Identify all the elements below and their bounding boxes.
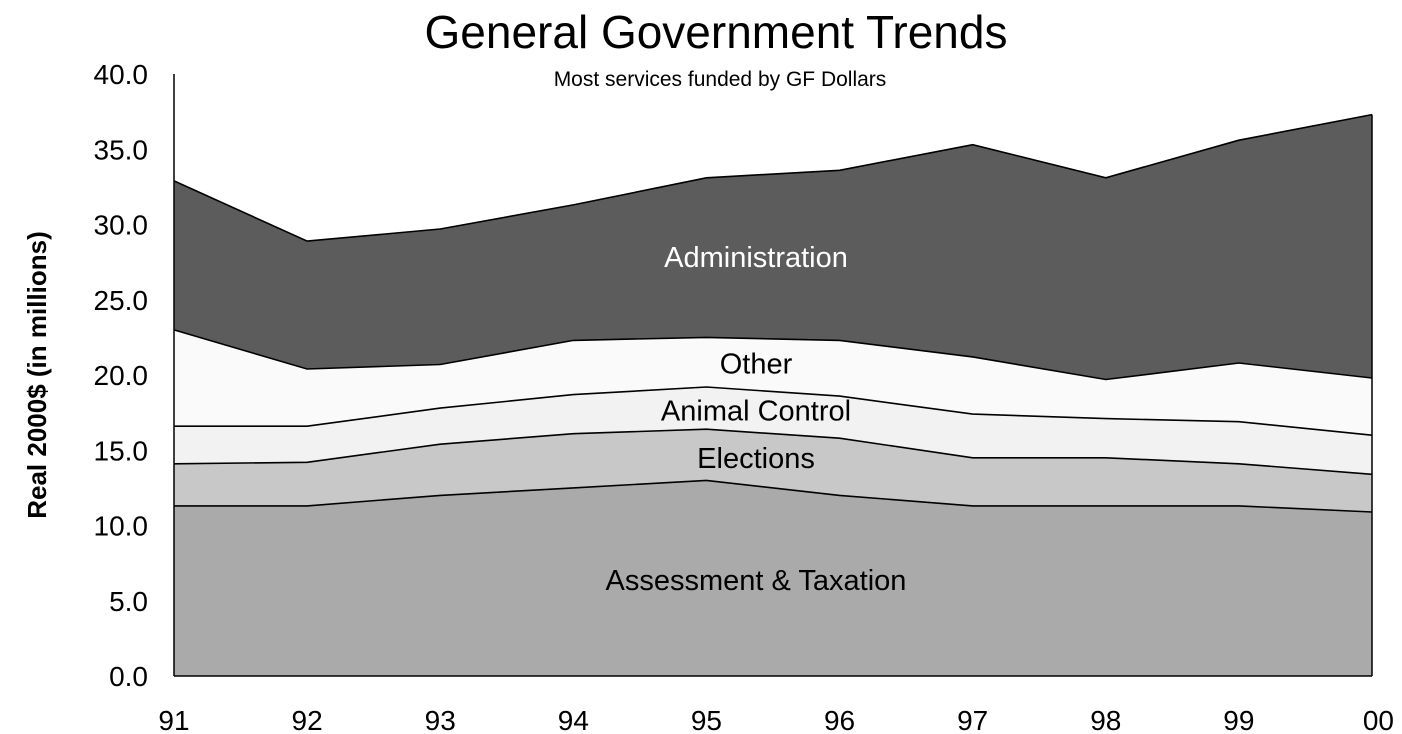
axes [173,74,1372,677]
x-tick-label: 91 [158,705,189,734]
series-label-other: Other [720,349,793,381]
area-administration [174,114,1372,380]
y-tick-label: 35.0 [94,134,149,165]
y-tick-label: 20.0 [94,360,149,391]
area-animal-control [174,387,1372,475]
area-layers [173,113,1373,676]
x-tick-label: 99 [1223,705,1254,734]
y-tick-label: 30.0 [94,210,149,241]
series-label-assessment-and-taxation: Assessment & Taxation [606,565,907,597]
y-axis-label: Real 2000$ (in millions) [22,231,52,519]
area-assessment-and-taxation [174,480,1372,676]
series-label-elections: Elections [697,443,815,475]
x-tick-label: 97 [957,705,988,734]
chart-title: General Government Trends [425,6,1008,58]
y-tick-label: 25.0 [94,285,149,316]
x-tick-label: 96 [824,705,855,734]
series-label-administration: Administration [664,242,848,274]
y-tick-label: 5.0 [109,586,148,617]
chart-subtitle: Most services funded by GF Dollars [554,68,887,91]
y-tick-label: 10.0 [94,511,149,542]
boundary-line-animal-control [174,386,1373,436]
x-tick-label: 00 [1363,705,1394,734]
boundary-line-assessment-and-taxation [174,479,1373,513]
series-label-animal-control: Animal Control [661,395,851,427]
x-tick-label: 98 [1090,705,1121,734]
boundary-line-other [173,329,1373,381]
area-elections [174,429,1372,512]
x-tick-label: 94 [558,705,589,734]
y-tick-label: 15.0 [94,435,149,466]
x-tick-label: 92 [292,705,323,734]
series-labels: Assessment & Taxation Elections Animal Con… [606,242,907,597]
y-tick-label: 40.0 [94,59,149,90]
x-tick-label: 95 [691,705,722,734]
y-tick-label: 0.0 [109,661,148,692]
boundary-line-administration [173,113,1373,242]
area-other [174,329,1372,436]
x-tick-labels: 91 92 93 94 95 96 97 98 99 00 [158,705,1394,734]
boundary-line-elections [173,428,1373,476]
x-tick-label: 93 [425,705,456,734]
y-tick-labels: 0.0 5.0 10.0 15.0 20.0 25.0 30.0 35.0 40.0 [94,59,149,692]
